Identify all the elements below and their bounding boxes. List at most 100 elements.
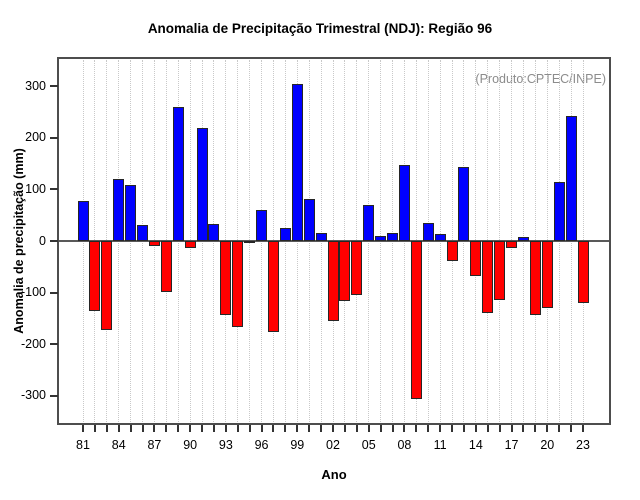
bar-85 — [125, 185, 137, 241]
bar-16 — [494, 241, 506, 300]
y-tick-label: 100 — [25, 181, 46, 196]
x-tick — [451, 425, 454, 432]
x-tick — [534, 425, 537, 432]
x-tick — [236, 425, 239, 432]
bar-05 — [363, 204, 375, 241]
bar-94 — [232, 241, 244, 328]
bar-93 — [220, 241, 232, 315]
x-tick — [117, 425, 120, 432]
x-tick — [296, 425, 299, 432]
x-tick — [474, 425, 477, 432]
bar-03 — [339, 241, 351, 302]
x-tick — [82, 425, 84, 432]
bar-97 — [267, 241, 279, 333]
x-tick-label: 17 — [504, 438, 519, 452]
x-tick — [272, 425, 275, 432]
y-tick — [50, 291, 58, 294]
bar-17 — [506, 241, 518, 248]
x-tick — [439, 425, 442, 432]
x-tick-label: 23 — [576, 438, 590, 452]
x-tick-label: 87 — [147, 438, 162, 452]
bar-07 — [387, 232, 399, 241]
bar-99 — [291, 83, 303, 241]
x-tick — [415, 425, 418, 432]
bar-81 — [77, 200, 89, 241]
x-tick — [224, 425, 227, 432]
bar-19 — [529, 241, 541, 315]
bar-08 — [398, 165, 410, 241]
y-tick-label: 200 — [25, 130, 46, 145]
bar-06 — [375, 235, 387, 241]
x-tick — [212, 425, 215, 432]
x-tick — [582, 425, 584, 432]
x-tick — [427, 425, 430, 432]
bar-90 — [184, 241, 196, 249]
bar-92 — [208, 223, 220, 241]
x-tick — [498, 425, 501, 432]
x-tick-label: 05 — [361, 438, 376, 452]
x-tick — [462, 425, 465, 432]
bar-98 — [279, 227, 291, 241]
bar-14 — [470, 241, 482, 277]
bar-96 — [256, 210, 268, 241]
x-tick-label: 84 — [111, 438, 126, 452]
x-tick — [486, 425, 489, 432]
bar-83 — [101, 241, 113, 331]
bar-21 — [553, 182, 565, 241]
x-tick-label: 20 — [540, 438, 555, 452]
y-tick — [50, 394, 58, 397]
bar-20 — [541, 241, 553, 308]
x-tick-label: 14 — [468, 438, 483, 452]
x-tick-label: 99 — [290, 438, 305, 452]
bar-18 — [517, 236, 529, 241]
x-tick — [355, 425, 358, 432]
y-tick-label: 0 — [39, 233, 46, 248]
x-tick — [320, 425, 323, 432]
bar-04 — [351, 241, 363, 295]
y-tick — [50, 188, 58, 191]
y-tick-label: -100 — [20, 285, 46, 300]
chart-title: Anomalia de Precipitação Trimestral (NDJ… — [147, 21, 493, 36]
y-tick — [50, 136, 58, 139]
x-tick — [570, 425, 573, 432]
bar-00 — [303, 199, 315, 241]
bar-89 — [172, 106, 184, 241]
bar-09 — [410, 241, 422, 400]
plot-area: (Produto:CPTEC/INPE) — [58, 58, 610, 424]
x-tick-label: 81 — [76, 438, 90, 452]
x-tick — [93, 425, 96, 432]
bar-13 — [458, 167, 470, 241]
x-tick — [558, 425, 561, 432]
x-tick — [510, 425, 513, 432]
x-tick — [165, 425, 168, 432]
bar-10 — [422, 223, 434, 241]
y-tick-label: -200 — [20, 336, 46, 351]
x-tick-label: 96 — [254, 438, 269, 452]
bar-91 — [196, 127, 208, 241]
x-tick — [546, 425, 549, 432]
x-tick-label: 02 — [326, 438, 340, 452]
y-tick — [50, 85, 58, 88]
bar-86 — [137, 224, 149, 241]
produto-annotation: (Produto:CPTEC/INPE) — [475, 72, 606, 86]
x-tick — [391, 425, 394, 432]
x-tick — [284, 425, 287, 432]
x-tick — [129, 425, 132, 432]
x-tick — [201, 425, 204, 432]
x-tick — [189, 425, 192, 432]
x-tick — [141, 425, 144, 432]
x-tick-label: 93 — [218, 438, 233, 452]
bar-23 — [577, 241, 589, 303]
y-tick-label: 300 — [25, 78, 46, 93]
bar-95 — [244, 241, 256, 243]
x-tick — [105, 425, 108, 432]
bar-02 — [327, 241, 339, 322]
x-tick — [153, 425, 156, 432]
bar-11 — [434, 234, 446, 241]
x-tick — [332, 425, 334, 432]
bar-22 — [565, 116, 577, 241]
x-tick — [403, 425, 406, 432]
bar-84 — [113, 179, 125, 241]
x-axis-title: Ano — [321, 467, 347, 482]
